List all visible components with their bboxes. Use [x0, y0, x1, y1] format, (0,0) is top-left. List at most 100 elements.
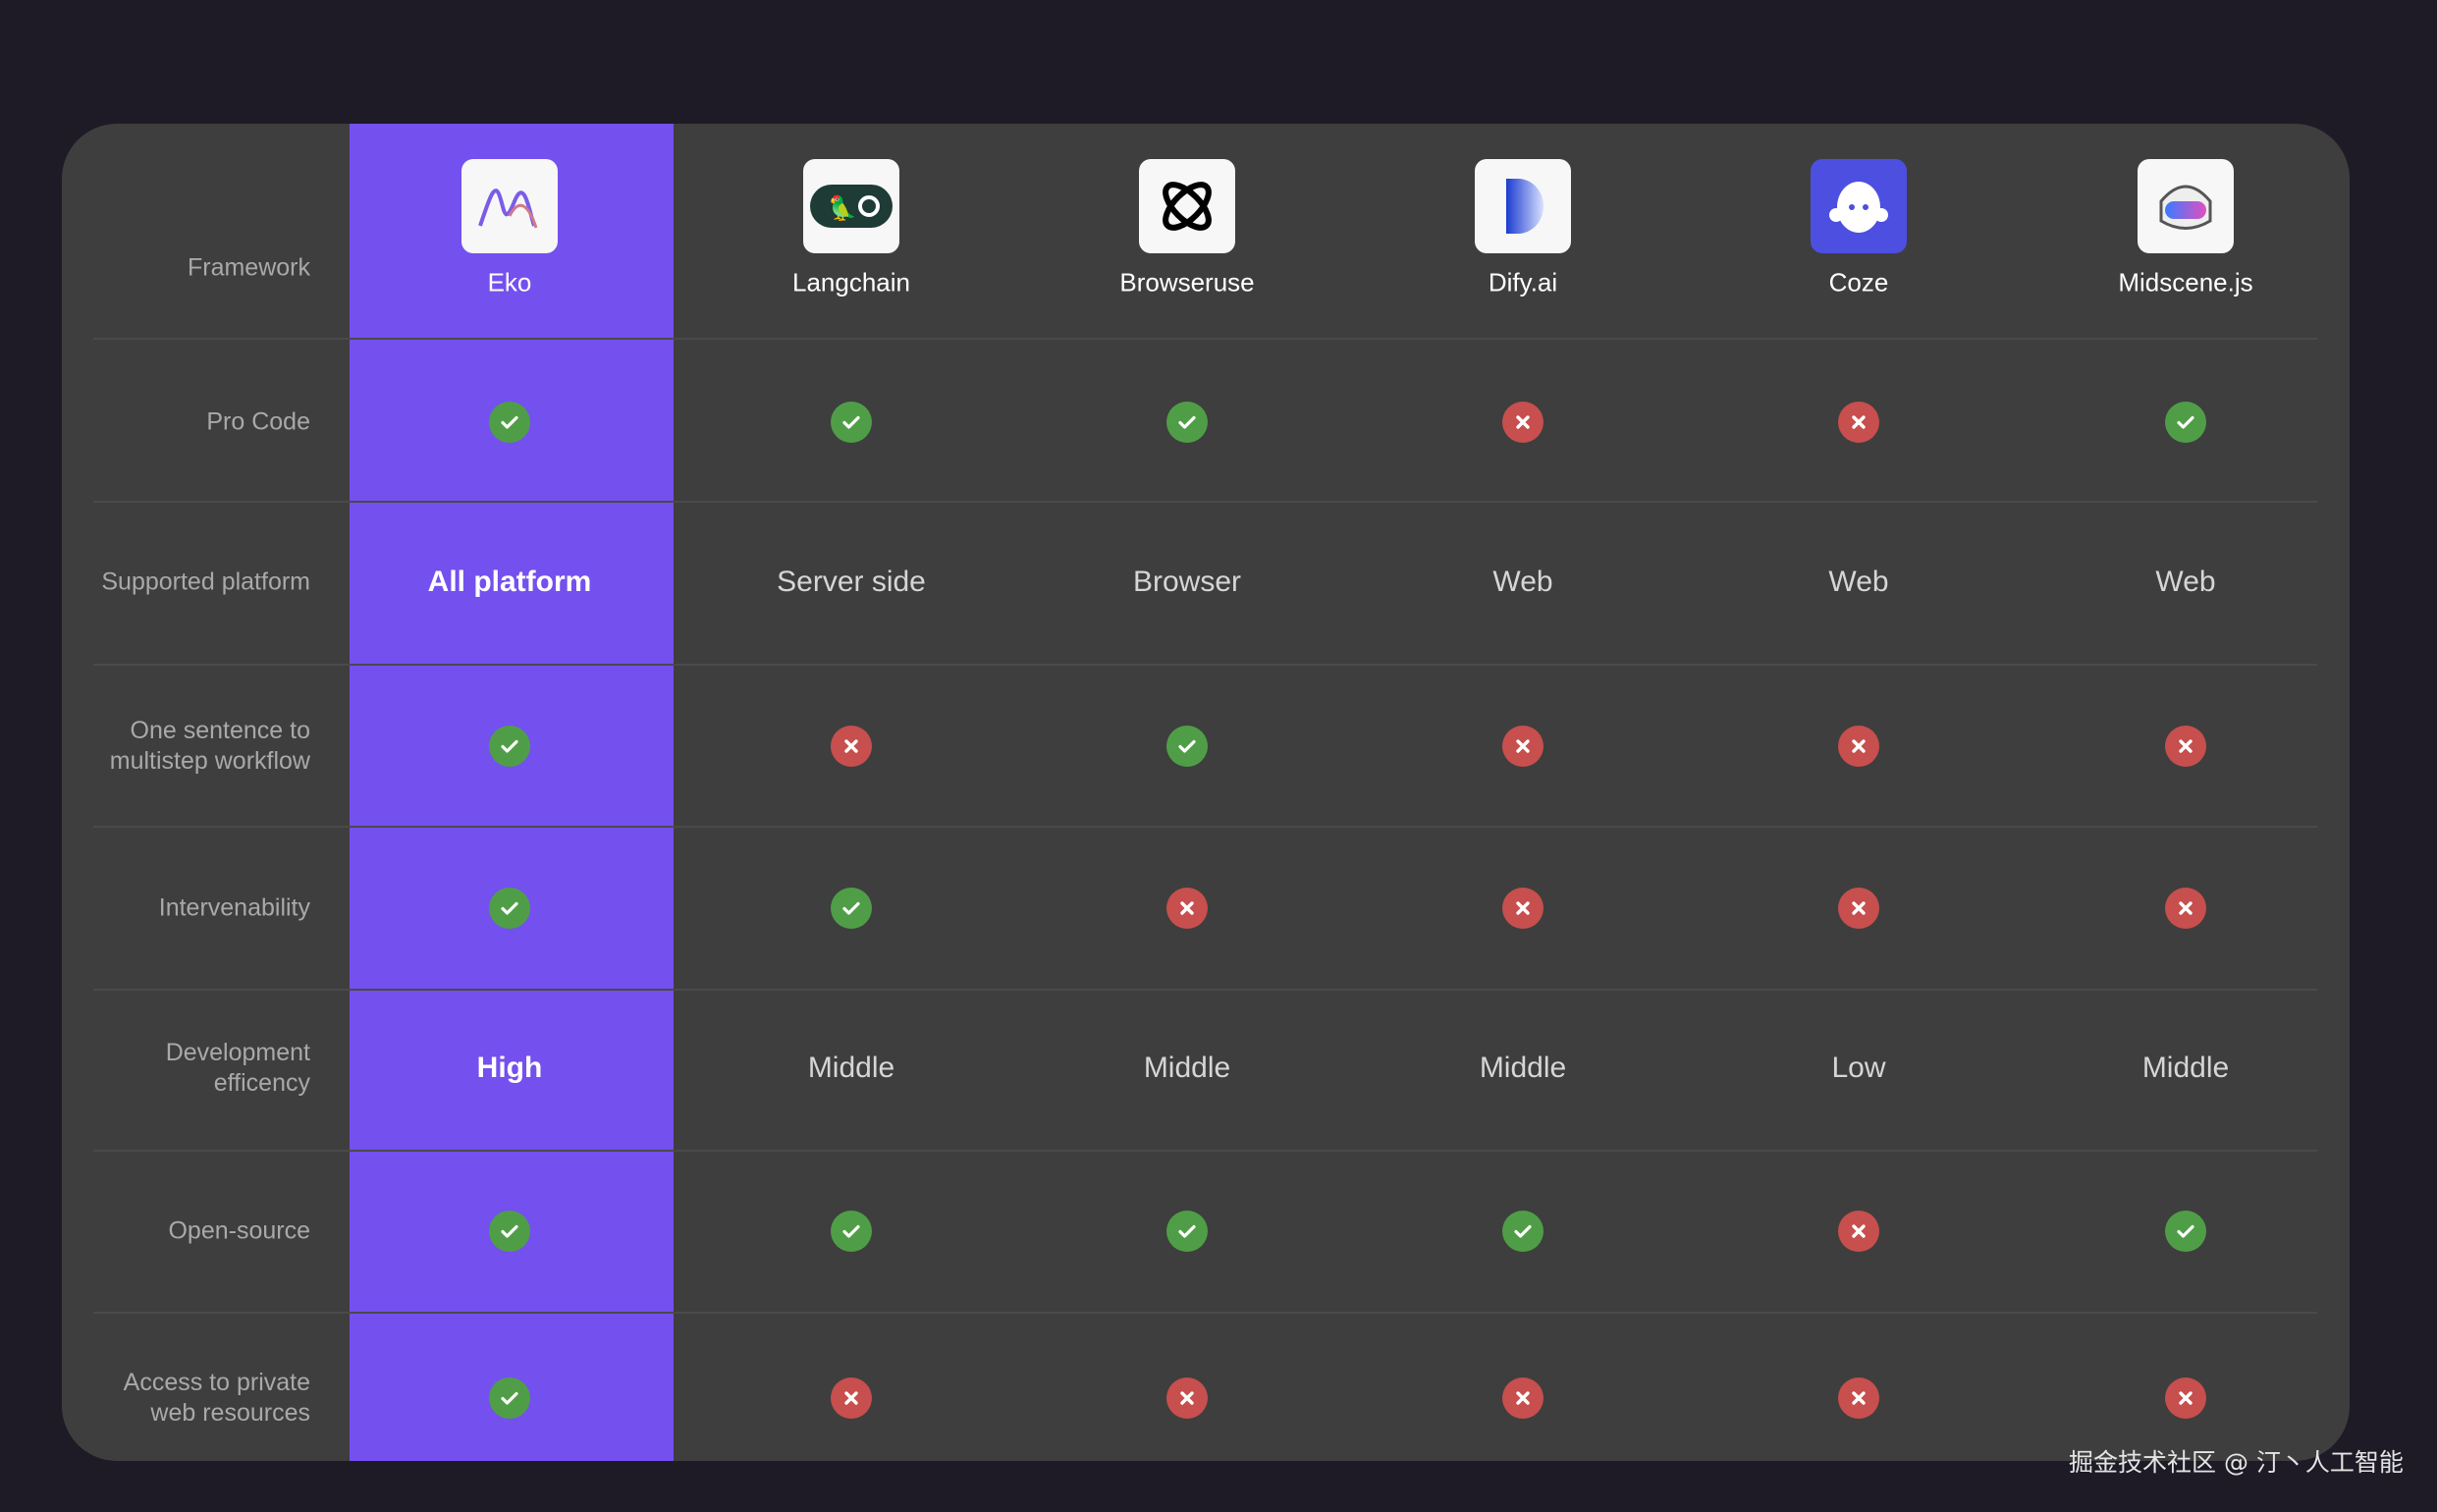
table-cell — [831, 402, 872, 443]
table-cell: Web — [2155, 566, 2216, 598]
comparison-table: Framework Eko 🦜 Langchain Browseruse Dify.ai… — [62, 124, 2350, 1461]
row-divider — [93, 338, 2317, 340]
cross-icon — [1838, 1377, 1879, 1419]
table-cell — [2165, 1377, 2206, 1419]
check-icon — [489, 1211, 530, 1252]
check-icon — [1166, 402, 1208, 443]
row-divider — [93, 826, 2317, 828]
table-cell — [1502, 726, 1543, 767]
check-icon — [1502, 1211, 1543, 1252]
framework-name: Eko — [487, 267, 532, 297]
table-cell — [1502, 1377, 1543, 1419]
check-icon — [831, 402, 872, 443]
table-cell — [831, 888, 872, 929]
table-cell — [1166, 1377, 1208, 1419]
row-label: Intervenability — [158, 893, 310, 922]
table-cell: Web — [1492, 566, 1553, 598]
row-divider — [93, 989, 2317, 991]
row-label: Supported platform — [101, 567, 310, 596]
check-icon — [2165, 1211, 2206, 1252]
table-cell — [2165, 888, 2206, 929]
langchain-logo-icon: 🦜 — [803, 159, 899, 253]
cross-icon — [1838, 888, 1879, 929]
midscene-logo-icon — [2138, 159, 2234, 253]
table-cell — [1838, 726, 1879, 767]
check-icon — [1166, 726, 1208, 767]
cross-icon — [1166, 1377, 1208, 1419]
cross-icon — [1502, 888, 1543, 929]
cross-icon — [1502, 726, 1543, 767]
table-cell: Server side — [777, 566, 926, 598]
watermark: 掘金技术社区 @ 汀丶人工智能 — [2069, 1448, 2404, 1477]
table-cell — [489, 726, 530, 767]
row-label: Pro Code — [206, 407, 310, 436]
table-cell — [1838, 1211, 1879, 1252]
table-cell: Middle — [1479, 1052, 1567, 1084]
dify-logo-icon — [1475, 159, 1571, 253]
cross-icon — [1838, 402, 1879, 443]
row-label: One sentence to multistep workflow — [109, 717, 310, 775]
row-label: Access to private web resources — [123, 1369, 310, 1427]
table-cell — [489, 888, 530, 929]
table-cell — [2165, 1211, 2206, 1252]
table-cell — [1502, 402, 1543, 443]
cross-icon — [1166, 888, 1208, 929]
table-cell: All platform — [427, 566, 592, 598]
row-divider — [93, 501, 2317, 503]
table-cell: Middle — [1143, 1052, 1231, 1084]
table-cell — [489, 402, 530, 443]
table-cell — [1166, 402, 1208, 443]
table-cell — [1838, 888, 1879, 929]
cross-icon — [831, 1377, 872, 1419]
cross-icon — [2165, 888, 2206, 929]
eko-logo-icon — [461, 159, 558, 253]
table-cell: High — [476, 1052, 543, 1084]
cross-icon — [831, 726, 872, 767]
table-cell — [1502, 1211, 1543, 1252]
row-divider — [93, 1150, 2317, 1152]
framework-name: Midscene.js — [2118, 267, 2253, 297]
framework-name: Coze — [1828, 267, 1889, 297]
check-icon — [489, 726, 530, 767]
table-cell: Browser — [1132, 566, 1242, 598]
table-cell — [1166, 888, 1208, 929]
framework-name: Dify.ai — [1488, 267, 1558, 297]
row-divider — [93, 1312, 2317, 1314]
cross-icon — [1838, 1211, 1879, 1252]
check-icon — [489, 1377, 530, 1419]
row-divider — [93, 664, 2317, 666]
table-cell — [1502, 888, 1543, 929]
table-cell — [1166, 1211, 1208, 1252]
eko-highlight-column — [350, 124, 674, 1461]
framework-header-label: Framework — [187, 253, 310, 282]
framework-name: Langchain — [792, 267, 910, 297]
coze-logo-icon — [1811, 159, 1907, 253]
check-icon — [1166, 1211, 1208, 1252]
cross-icon — [1502, 1377, 1543, 1419]
table-cell — [489, 1377, 530, 1419]
table-cell: Middle — [2141, 1052, 2230, 1084]
row-label: Open-source — [168, 1216, 310, 1245]
table-cell: Low — [1831, 1052, 1886, 1084]
svg-text:🦜: 🦜 — [828, 193, 857, 222]
table-cell — [831, 726, 872, 767]
table-cell — [831, 1377, 872, 1419]
check-icon — [2165, 402, 2206, 443]
table-cell: Middle — [807, 1052, 895, 1084]
cross-icon — [2165, 726, 2206, 767]
check-icon — [831, 888, 872, 929]
check-icon — [489, 888, 530, 929]
framework-name: Browseruse — [1119, 267, 1255, 297]
table-cell — [2165, 726, 2206, 767]
table-cell — [489, 1211, 530, 1252]
check-icon — [489, 402, 530, 443]
table-cell — [1838, 1377, 1879, 1419]
cross-icon — [2165, 1377, 2206, 1419]
table-cell: Web — [1828, 566, 1889, 598]
table-cell — [2165, 402, 2206, 443]
cross-icon — [1502, 402, 1543, 443]
table-cell — [1838, 402, 1879, 443]
row-label: Development efficency — [165, 1039, 310, 1097]
table-cell — [831, 1211, 872, 1252]
browseruse-logo-icon — [1139, 159, 1235, 253]
